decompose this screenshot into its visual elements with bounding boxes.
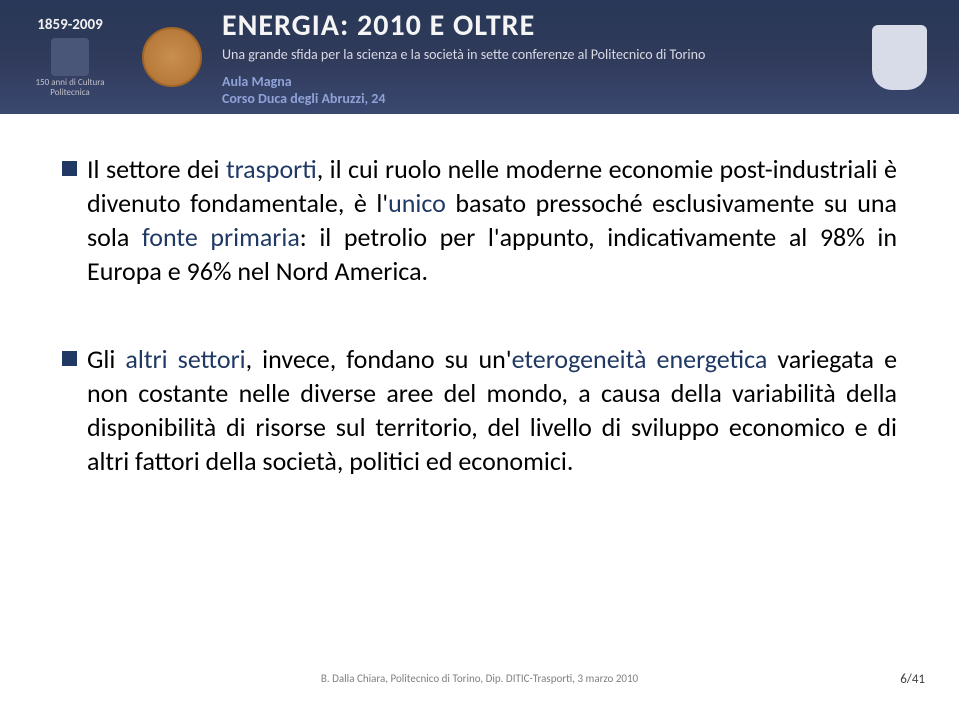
seal-icon: [142, 27, 202, 87]
anniversary-years: 1859-2009: [37, 16, 102, 34]
polito-shield-icon: [872, 25, 927, 90]
slide-content: Il settore dei trasporti, il cui ruolo n…: [0, 114, 959, 478]
para2-blue2: eterogeneità: [512, 343, 647, 375]
bullet-paragraph-2: Gli altri settori, invece, fondano su un…: [62, 342, 897, 478]
para2-seg2: , invece, fondano su un': [246, 343, 512, 375]
para2-seg3: [646, 343, 656, 375]
slide-header: 1859-2009 150 anni di Cultura Politecnic…: [0, 0, 959, 114]
footer-credit: B. Dalla Chiara, Politecnico di Torino, …: [321, 672, 638, 685]
header-center-block: ENERGIA: 2010 E OLTRE Una grande sfida p…: [214, 7, 864, 107]
cultura-label-2: Politecnica: [50, 88, 89, 98]
bullet-paragraph-1: Il settore dei trasporti, il cui ruolo n…: [62, 152, 897, 288]
page-number: 6/41: [900, 672, 925, 687]
para1-blue2: unico: [388, 187, 446, 219]
subtitle: Una grande sfida per la scienza e la soc…: [222, 46, 864, 63]
header-left-block: 1859-2009 150 anni di Cultura Politecnic…: [10, 16, 130, 98]
polito-shield-container: [864, 22, 934, 92]
para2-blue3: energetica: [657, 343, 768, 375]
slide-footer: B. Dalla Chiara, Politecnico di Torino, …: [0, 668, 959, 687]
para1-blue1: trasporti: [226, 153, 317, 185]
small-logo-icon: [51, 38, 89, 76]
para1-seg1: Il settore dei: [87, 153, 226, 185]
venue-block: Aula Magna Corso Duca degli Abruzzi, 24: [222, 73, 864, 107]
main-title: ENERGIA: 2010 E OLTRE: [222, 7, 864, 44]
para1-text: Il settore dei trasporti, il cui ruolo n…: [87, 152, 897, 288]
bullet-icon: [62, 351, 77, 366]
para1-blue3: fonte primaria: [142, 221, 300, 253]
venue-line1: Aula Magna: [222, 73, 864, 90]
para2-seg1: Gli: [87, 343, 125, 375]
bullet-icon: [62, 161, 77, 176]
venue-line2: Corso Duca degli Abruzzi, 24: [222, 90, 864, 107]
para2-blue1: altri settori: [125, 343, 245, 375]
para2-text: Gli altri settori, invece, fondano su un…: [87, 342, 897, 478]
